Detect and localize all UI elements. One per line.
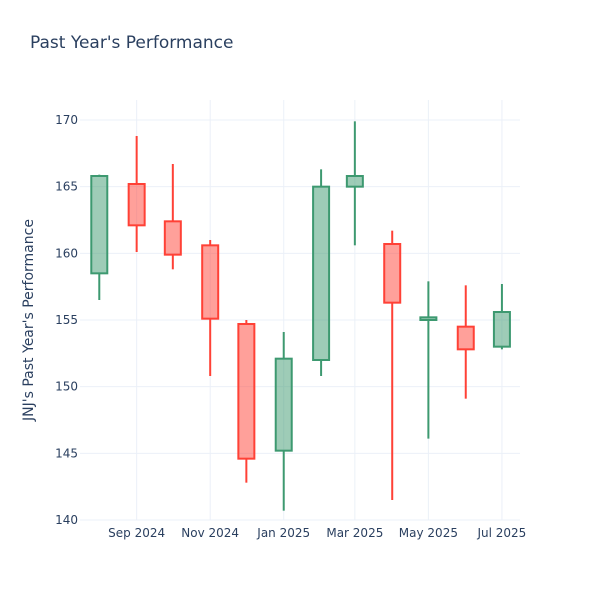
candle-decreasing [383,230,402,500]
candle-body [163,220,182,256]
x-tick-label: Sep 2024 [108,526,165,540]
grid [80,100,520,521]
x-tick-label: Mar 2025 [326,526,383,540]
x-tick-label: Jan 2025 [256,526,310,540]
y-tick-label: 160 [55,246,78,260]
candle-increasing [312,169,331,376]
y-tick-label: 150 [55,380,78,394]
candle-increasing [419,281,438,439]
candle-increasing [492,284,511,350]
candle-body [456,325,475,351]
candle-body [237,323,256,460]
candle-body [127,183,146,227]
x-tick-label: Nov 2024 [181,526,239,540]
candle-decreasing [456,285,475,399]
x-tick-label: Jul 2025 [476,526,526,540]
x-tick-label: May 2025 [399,526,458,540]
candle-increasing [274,332,293,511]
candle-body [492,311,511,348]
y-tick-label: 140 [55,513,78,527]
candle-decreasing [237,320,256,483]
y-axis-title: JNJ's Past Year's Performance [21,219,37,422]
y-tick-label: 155 [55,313,78,327]
candle-body [383,243,402,304]
chart-title: Past Year's Performance [30,33,234,53]
y-tick-label: 165 [55,180,78,194]
y-axis: 140 145 150 155 160 165 170 [55,113,78,527]
candle-body [345,175,364,188]
y-tick-label: 170 [55,113,78,127]
candle-decreasing [127,136,146,252]
candle-body [201,244,220,320]
candle-increasing [90,174,109,300]
x-axis: Sep 2024 Nov 2024 Jan 2025 Mar 2025 May 2025… [108,526,526,540]
candle-body [312,185,331,361]
candle-body [419,316,438,322]
y-tick-label: 145 [55,446,78,460]
candle-decreasing [163,164,182,270]
candle-body [90,175,109,275]
candle-decreasing [201,240,220,376]
candles [90,121,511,511]
candle-body [274,357,293,452]
candle-increasing [345,121,364,246]
